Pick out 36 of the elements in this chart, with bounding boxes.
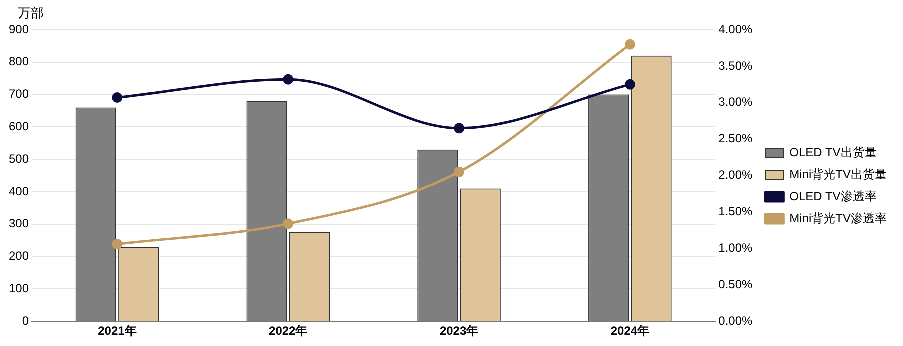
- y2-tick-label: 3.50%: [718, 58, 753, 73]
- y-tick-label: 300: [8, 216, 30, 231]
- legend-label: Mini背光TV渗透率: [790, 211, 888, 226]
- y-tick-label: 0: [22, 314, 30, 328]
- y-tick-label: 800: [8, 54, 30, 69]
- point: [624, 79, 636, 90]
- legend-label: OLED TV渗透率: [790, 189, 877, 204]
- y-tick-label: 600: [8, 120, 30, 134]
- y-tick-label: 500: [8, 152, 30, 166]
- point: [454, 123, 465, 134]
- y2-tick-label: 2.00%: [718, 168, 753, 182]
- y2-tick-label: 0.00%: [718, 314, 753, 328]
- y2-tick-label: 1.00%: [718, 241, 753, 256]
- legend-label: Mini背光TV出货量: [790, 167, 888, 182]
- y-tick-label: 100: [8, 282, 30, 296]
- point: [112, 239, 123, 250]
- y2-tick-label: 0.50%: [718, 277, 753, 292]
- y2-tick-label: 1.50%: [718, 204, 753, 219]
- point: [454, 166, 465, 178]
- y-tick-label: 400: [8, 184, 30, 198]
- y2-tick-label: 4.00%: [718, 22, 753, 36]
- point: [624, 39, 636, 50]
- x-tick-label: 2024年: [610, 324, 650, 338]
- y-tick-label: 200: [8, 249, 30, 264]
- x-tick-label: 2022年: [269, 324, 308, 338]
- point: [112, 92, 123, 104]
- point: [283, 74, 294, 85]
- y2-tick-label: 3.00%: [718, 95, 753, 110]
- y2-tick-label: 2.50%: [718, 132, 753, 146]
- y-tick-label: 900: [8, 22, 30, 36]
- legend-label: OLED TV出货量: [790, 145, 877, 160]
- point: [283, 218, 294, 230]
- y-tick-label: 700: [8, 87, 30, 102]
- x-tick-label: 2021年: [98, 324, 137, 338]
- x-tick-label: 2023年: [440, 324, 479, 338]
- y-axis-title: 万部: [18, 6, 44, 21]
